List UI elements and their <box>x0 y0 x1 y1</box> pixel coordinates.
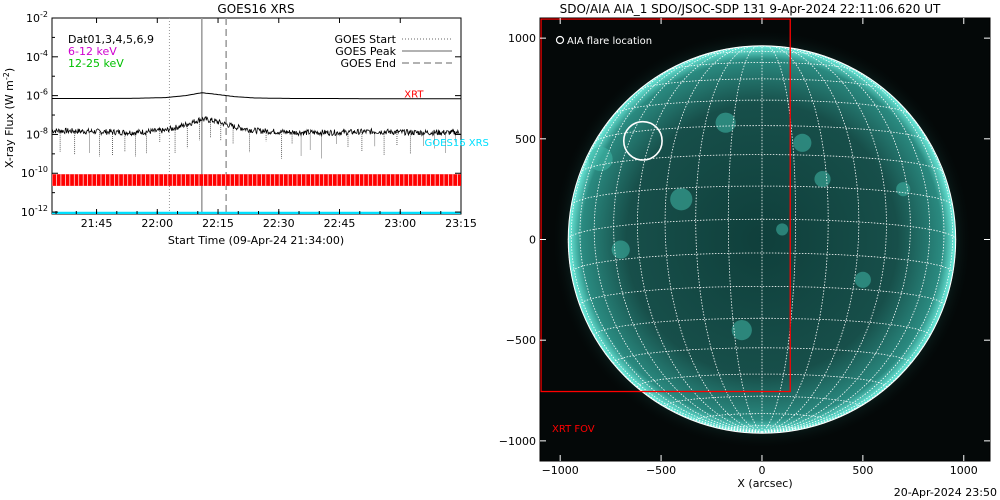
aia-x-tick-label: 500 <box>852 464 873 477</box>
xrt-fov-label: XRT FOV <box>552 424 595 435</box>
longitude-line <box>579 53 763 433</box>
active-region-patch <box>670 188 693 211</box>
goes-x-tick-label: 23:15 <box>445 217 477 230</box>
longitude-line <box>613 47 763 433</box>
flare-legend-marker <box>555 35 565 45</box>
longitude-line <box>761 47 911 433</box>
goes-y-tick-label: 10-10 <box>21 165 48 180</box>
active-region-patch <box>611 240 630 259</box>
goes-series-0 <box>52 92 461 100</box>
flare-legend-label: AIA flare location <box>567 36 652 47</box>
active-region-patch <box>715 112 736 133</box>
heliographic-grid <box>567 45 957 433</box>
goes-y-tick-label: 10-6 <box>26 88 48 103</box>
aia-y-tick-label: 500 <box>515 133 536 146</box>
goes-legend-right-label: GOES End <box>340 57 396 70</box>
footer-timestamp: 20-Apr-2024 23:50 <box>894 486 997 499</box>
goes-y-axis-label: X-ray Flux (W m-2) <box>2 68 16 168</box>
active-region-patch <box>776 223 789 236</box>
goes-y-tick-label: 10-4 <box>26 49 48 64</box>
goes-y-tick-label: 10-12 <box>21 204 48 219</box>
aia-y-tick-label: −500 <box>506 334 536 347</box>
longitude-line <box>761 48 931 433</box>
longitude-line <box>593 48 763 433</box>
goes-x-tick-label: 23:00 <box>384 217 416 230</box>
goes-y-tick-label: 10-8 <box>26 126 48 141</box>
active-region-patch <box>854 271 871 288</box>
latitude-line <box>579 286 945 306</box>
aia-image-title: SDO/AIA AIA_1 SDO/JSOC-SDP 131 9-Apr-202… <box>560 2 941 16</box>
longitude-line <box>761 75 954 433</box>
y-axis-label-sup: -2 <box>2 72 11 80</box>
goes-x-tick-label: 21:45 <box>81 217 113 230</box>
latitude-line <box>593 317 931 336</box>
y-axis-label-text: X-ray Flux (W m <box>3 80 16 168</box>
flare-location-circle <box>622 120 663 161</box>
aia-x-tick-label: 0 <box>758 464 765 477</box>
goes-annotation-1: GOES16 XRS <box>425 138 489 149</box>
longitude-line <box>570 75 763 433</box>
goes-x-tick-label: 22:45 <box>324 217 356 230</box>
goes-x-axis-label: Start Time (09-Apr-24 21:34:00) <box>168 234 344 247</box>
latitude-line <box>667 62 857 71</box>
goes-legend-left-item: 6-12 keV <box>68 45 117 58</box>
active-region-patch <box>731 320 752 341</box>
aia-y-tick-label: −1000 <box>499 435 536 448</box>
goes-legend-right-label: GOES Peak <box>335 45 396 58</box>
goes-x-tick-label: 22:00 <box>141 217 173 230</box>
aia-x-tick-label: −500 <box>646 464 676 477</box>
goes-x-tick-label: 22:15 <box>202 217 234 230</box>
latitude-line <box>638 78 886 91</box>
longitude-line <box>761 46 860 433</box>
longitude-line <box>761 46 887 433</box>
aia-y-tick-label: 1000 <box>508 32 536 45</box>
goes-chart-title: GOES16 XRS <box>217 2 294 16</box>
solar-limb <box>567 45 957 434</box>
aia-x-tick-label: 1000 <box>950 464 978 477</box>
goes-xrs-panel: GOES16 XRS 21:45 22:00 22:15 22:30 22:45 23:0… <box>2 2 489 247</box>
xrt-fov-box <box>540 18 791 393</box>
goes-series-1 <box>52 115 461 137</box>
goes-legend-left-item: Dat01,3,4,5,6,9 <box>68 33 154 46</box>
active-region-patch <box>896 182 911 197</box>
aia-y-tick-label: 0 <box>529 234 536 247</box>
goes-annotation-0: XRT <box>404 90 424 101</box>
longitude-line <box>637 46 763 433</box>
longitude-line <box>695 45 763 433</box>
longitude-line <box>761 45 829 433</box>
aia-image-panel: SDO/AIA AIA_1 SDO/JSOC-SDP 131 9-Apr-202… <box>499 2 991 490</box>
y-axis-label-close: ) <box>3 68 16 72</box>
aia-x-axis-label: X (arcsec) <box>737 477 792 490</box>
longitude-line <box>664 46 763 433</box>
latitude-line <box>579 154 945 173</box>
longitude-line <box>761 53 945 433</box>
svg-text:X-ray Flux (W m-2): X-ray Flux (W m-2) <box>2 68 16 168</box>
goes-x-tick-label: 22:30 <box>263 217 295 230</box>
aia-x-tick-label: −1000 <box>542 464 579 477</box>
goes-legend-right-label: GOES Start <box>335 33 397 46</box>
goes-y-tick-label: 10-2 <box>26 10 48 25</box>
latitude-line <box>698 51 826 57</box>
longitude-line <box>761 45 796 433</box>
longitude-line <box>727 45 763 433</box>
xrt-band <box>52 174 461 186</box>
active-region-patch <box>588 146 613 172</box>
active-regions <box>588 112 911 341</box>
active-region-patch <box>793 133 812 152</box>
active-region-patch <box>814 171 831 188</box>
goes-legend-left-item: 12-25 keV <box>68 57 124 70</box>
